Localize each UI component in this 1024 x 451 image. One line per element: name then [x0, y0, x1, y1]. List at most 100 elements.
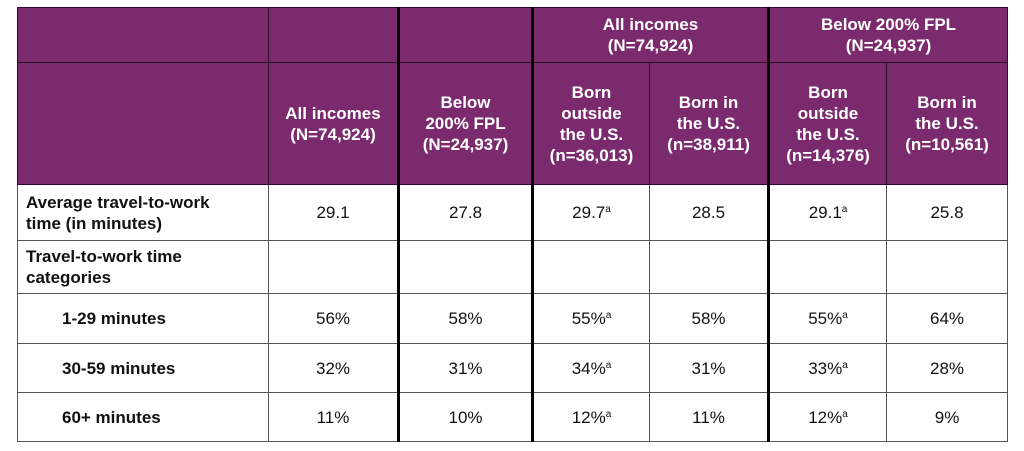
cell-value: 56% [315, 309, 351, 328]
cell-text-line: (n=36,013) [549, 145, 634, 165]
row-label: 60+ minutes [17, 392, 269, 442]
cell-value: 9% [934, 407, 960, 427]
cell-value: 12% [571, 407, 606, 427]
cell-text-line: (N=74,924) [607, 36, 694, 55]
data-table: All incomes (N=74,924) Below 200% FPL (N=24… [17, 7, 1009, 442]
cell-text-line: All incomes [602, 15, 699, 34]
cell-text-line: Born [808, 82, 848, 102]
cell-text-line: Travel-to-work time [26, 247, 182, 266]
cell-value: 34% [571, 358, 606, 378]
footnote-marker: a [841, 204, 848, 215]
column-header-row: All incomes (N=74,924) Below 200% FPL (N=24,… [17, 62, 1009, 185]
data-cell [397, 240, 533, 294]
table-row: 1-29 minutes 56% 58% 55%a 58% 55%a 64% [17, 293, 1009, 344]
data-cell: 58% [397, 293, 533, 344]
cell-value: 31% [448, 358, 483, 378]
cell-value: 11% [316, 407, 350, 427]
cell-text-line: Below 200% FPL [820, 15, 957, 34]
data-cell: 29.7a [531, 184, 650, 241]
cell-text-line: Below [440, 93, 491, 112]
table-row: Average travel-to-work time (in minutes) 2… [17, 184, 1009, 241]
cell-text-line: (n=38,911) [667, 135, 750, 154]
row-label: 30-59 minutes [17, 343, 269, 393]
cell-value: 31% [691, 358, 726, 378]
cell-value: 29.7 [572, 203, 606, 222]
group-header-cell: Below 200% FPL (N=24,937) [767, 7, 1009, 63]
data-cell: 25.8 [886, 184, 1009, 241]
cell-text-line: the U.S. [559, 124, 624, 144]
cell-value: 10% [448, 407, 483, 427]
cell-text-line: the U.S. [796, 124, 860, 144]
data-cell [648, 240, 770, 294]
data-cell: 34%a [531, 343, 650, 393]
row-label: Average travel-to-work time (in minutes) [17, 184, 269, 241]
footnote-marker: a [605, 310, 612, 321]
data-cell: 28.5 [648, 184, 770, 241]
cell-value: 32% [315, 358, 351, 378]
cell-value: 11% [692, 407, 725, 427]
cell-value: 58% [448, 309, 483, 328]
data-cell: 29.1 [268, 184, 399, 241]
cell-text-line: the U.S. [676, 114, 741, 133]
data-cell: 28% [886, 343, 1009, 393]
table-body: All incomes (N=74,924) Below 200% FPL (N=24… [17, 7, 1009, 442]
data-cell: 56% [268, 293, 399, 344]
column-header-cell: Below 200% FPL (N=24,937) [397, 62, 533, 185]
data-cell: 11% [268, 392, 399, 442]
data-cell: 12%a [767, 392, 888, 442]
cell-value: 33% [808, 358, 843, 378]
cell-value: 28% [930, 358, 965, 378]
table-row: Travel-to-work time categories [17, 240, 1009, 294]
cell-text-line: outside [561, 103, 622, 123]
cell-value: 64% [930, 309, 965, 328]
cell-text-line: Average travel-to-work [26, 192, 210, 212]
cell-text-line: 30-59 minutes [62, 358, 176, 378]
cell-text-line: Born [571, 82, 612, 102]
data-cell: 33%a [767, 343, 888, 393]
data-cell: 31% [648, 343, 770, 393]
data-cell [268, 240, 399, 294]
footnote-marker: a [605, 359, 612, 371]
data-cell [531, 240, 650, 294]
data-cell: 27.8 [397, 184, 533, 241]
data-cell: 11% [648, 392, 770, 442]
data-cell: 31% [397, 343, 533, 393]
column-header-cell [17, 62, 269, 185]
data-cell: 9% [886, 392, 1009, 442]
cell-text-line: categories [26, 268, 112, 287]
cell-text-line: 200% FPL [425, 114, 506, 133]
cell-value: 25.8 [930, 203, 964, 222]
cell-value: 55% [808, 309, 843, 328]
cell-value: 55% [571, 309, 606, 328]
table-row: 60+ minutes 11% 10% 12%a 11% 12%a 9% [17, 392, 1009, 442]
data-cell: 58% [648, 293, 770, 344]
table-row: 30-59 minutes 32% 31% 34%a 31% 33%a 28% [17, 343, 1009, 393]
group-header-cell [397, 7, 533, 63]
group-header-row: All incomes (N=74,924) Below 200% FPL (N=24… [17, 7, 1009, 63]
cell-text-line: Born in [917, 93, 977, 112]
cell-text-line: time (in minutes) [26, 213, 163, 233]
data-cell: 55%a [531, 293, 650, 344]
cell-text-line: 60+ minutes [62, 407, 161, 427]
row-label: 1-29 minutes [17, 293, 269, 344]
footnote-marker: a [842, 310, 848, 321]
cell-value: 12% [808, 407, 843, 427]
group-header-cell [268, 7, 399, 63]
data-cell: 10% [397, 392, 533, 442]
footnote-marker: a [842, 408, 848, 420]
row-label: Travel-to-work time categories [17, 240, 269, 294]
group-header-cell [17, 7, 269, 63]
data-cell: 12%a [531, 392, 650, 442]
data-cell: 32% [268, 343, 399, 393]
data-cell [886, 240, 1009, 294]
data-cell: 29.1a [767, 184, 888, 241]
column-header-cell: Born in the U.S. (n=38,911) [648, 62, 770, 185]
cell-text-line: 1-29 minutes [62, 309, 166, 328]
cell-value: 29.1 [808, 203, 842, 222]
cell-text-line: the U.S. [915, 114, 979, 133]
column-header-cell: All incomes (N=74,924) [268, 62, 399, 185]
cell-text-line: (N=24,937) [845, 36, 932, 55]
cell-value: 58% [691, 309, 726, 328]
column-header-cell: Born in the U.S. (n=10,561) [886, 62, 1009, 185]
